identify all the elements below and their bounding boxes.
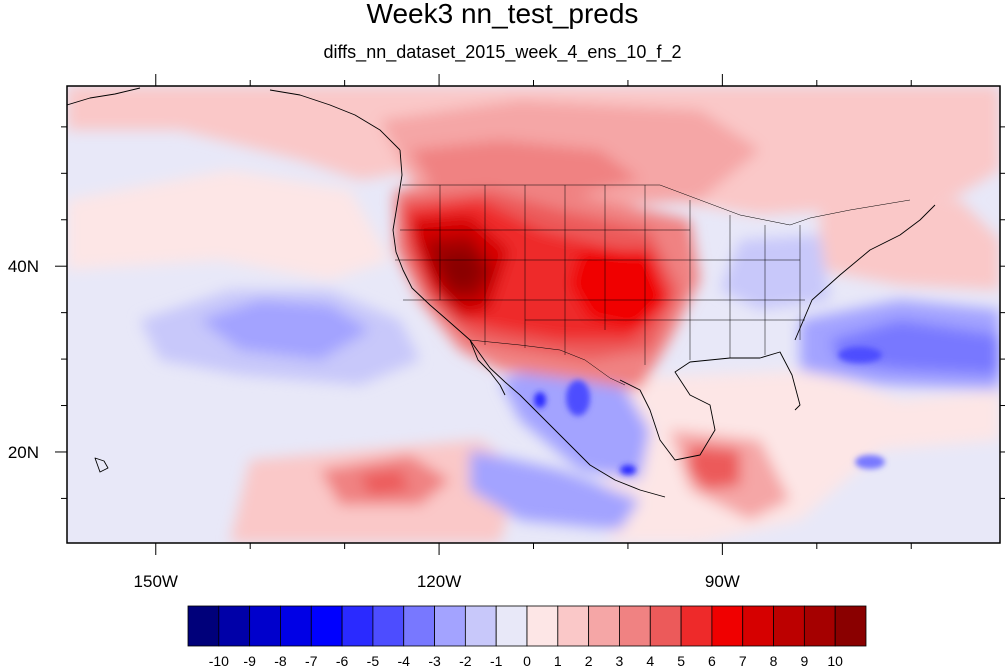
contour-atlantic-spot	[838, 347, 882, 363]
colorbar-swatch	[619, 605, 651, 647]
colorbar-swatch	[249, 605, 281, 647]
colorbar-swatch	[680, 605, 713, 647]
border-us-mexico	[469, 339, 626, 386]
colorbar-swatch	[434, 605, 466, 647]
colorbar-swatch	[218, 605, 251, 647]
colorbar-swatch	[557, 605, 590, 647]
contour-east-pink	[820, 200, 1000, 290]
colorbar-tick-label: -3	[428, 653, 441, 669]
colorbar-tick-label: -2	[459, 653, 472, 669]
hawaii	[94, 457, 109, 473]
colorbar-tick-label: -8	[274, 653, 287, 669]
contour-field	[67, 86, 1000, 543]
state-lines-h	[395, 229, 805, 321]
colorbar-tick-label: -10	[209, 653, 229, 669]
colorbar-swatch	[280, 605, 312, 647]
colorbar-labels: -10 -9 -8 -7 -6 -5 -4 -3 -2 -1 0 1 2 3 4 5 6 7 8 9 10	[209, 653, 843, 669]
colorbar-tick-label: -6	[336, 653, 349, 669]
colorbar-swatch	[403, 605, 435, 647]
contour-honduras-red	[688, 445, 740, 490]
colorbar-tick-label: 5	[677, 653, 685, 669]
colorbar-tick-label: -4	[398, 653, 411, 669]
colorbar-tick-label: -9	[243, 653, 256, 669]
colorbar-swatch	[310, 605, 343, 647]
colorbar-swatch	[773, 605, 805, 647]
coast-alaska	[67, 87, 141, 106]
colorbar-tick-label: 2	[585, 653, 593, 669]
contour-mexico-spot3	[620, 465, 636, 475]
colorbar-swatch	[526, 605, 559, 647]
colorbar-tick-label: 6	[708, 653, 716, 669]
colorbar-tick-label: -5	[367, 653, 380, 669]
colorbar	[187, 605, 867, 647]
colorbar-swatch	[495, 605, 528, 647]
map-title: Week3 nn_test_preds	[366, 0, 639, 29]
x-tick-label: 150W	[134, 572, 178, 591]
state-lines-v	[439, 185, 801, 365]
colorbar-swatch	[834, 605, 867, 647]
coast-east	[794, 204, 936, 341]
colorbar-swatch	[464, 605, 497, 647]
contour-heat-6	[440, 252, 482, 290]
coast-bc	[269, 89, 401, 151]
colorbar-swatch	[742, 605, 774, 647]
colorbar-swatch	[711, 605, 744, 647]
political-borders	[395, 184, 911, 386]
contour-mexico-spot1	[566, 380, 590, 416]
axis-ticks	[55, 74, 1005, 555]
colorbar-tick-label: 8	[770, 653, 778, 669]
colorbar-tick-label: -7	[305, 653, 318, 669]
colorbar-tick-label: 7	[739, 653, 747, 669]
coastlines	[67, 87, 936, 498]
colorbar-swatch	[341, 605, 374, 647]
map-subtitle: diffs_nn_dataset_2015_week_4_ens_10_f_2	[323, 42, 682, 62]
contour-east-us-blue	[720, 235, 830, 310]
contour-pacific-warm2	[360, 470, 410, 495]
colorbar-tick-label: -1	[490, 653, 503, 669]
coast-mexico-west	[504, 381, 666, 498]
contour-pacific-blue2	[200, 300, 370, 360]
colorbar-swatch	[803, 605, 836, 647]
colorbar-swatch	[649, 605, 682, 647]
colorbar-tick-label: 1	[554, 653, 562, 669]
x-tick-label: 120W	[417, 572, 461, 591]
contour-west-pink	[67, 170, 390, 280]
colorbar-swatch	[588, 605, 620, 647]
coast-baja	[469, 339, 506, 396]
colorbar-swatch	[187, 605, 220, 647]
axis-labels: 150W 120W 90W 40N 20N	[8, 257, 740, 591]
coast-gulf	[619, 351, 801, 461]
x-tick-label: 90W	[705, 572, 740, 591]
colorbar-swatch	[372, 605, 405, 647]
colorbar-tick-label: 10	[827, 653, 843, 669]
colorbar-tick-label: 3	[616, 653, 624, 669]
coast-pacific-north	[392, 149, 506, 383]
y-tick-label: 20N	[8, 443, 39, 462]
contour-tropical-blue	[470, 450, 640, 530]
contour-carib-spot	[855, 455, 885, 469]
contour-caribbean-pink	[580, 370, 1000, 543]
contour-mexico-spot2	[534, 392, 546, 408]
colorbar-tick-label: 0	[523, 653, 531, 669]
contour-mexico-blue	[500, 360, 650, 480]
colorbar-tick-label: 4	[646, 653, 654, 669]
colorbar-tick-label: 9	[800, 653, 808, 669]
y-tick-label: 40N	[8, 257, 39, 276]
border-canada-us	[402, 184, 911, 226]
